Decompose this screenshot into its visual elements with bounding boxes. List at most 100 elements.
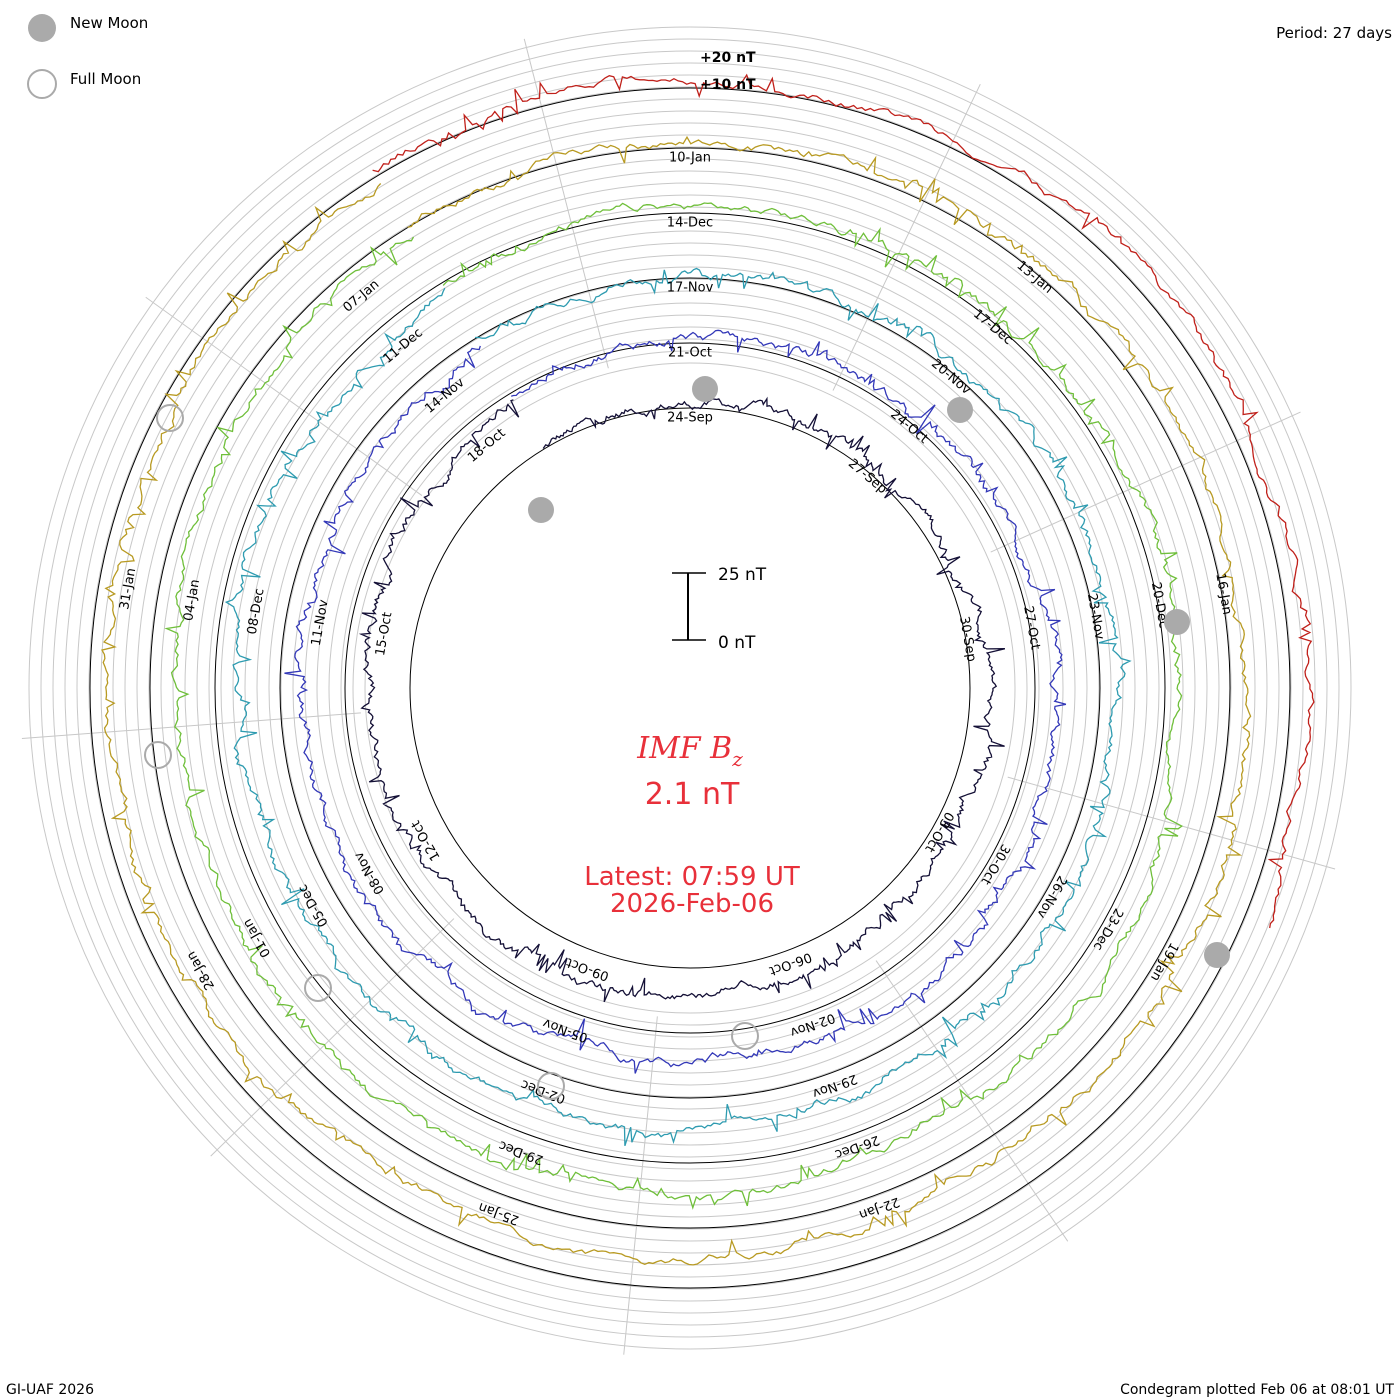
latest-date: 2026-Feb-06 <box>610 889 774 919</box>
date-label: 27-Oct <box>1020 605 1042 651</box>
series-line <box>224 267 1132 1146</box>
full-moon-marker <box>304 974 332 1002</box>
full-moon-marker <box>156 404 184 432</box>
radial-line <box>623 1016 658 1355</box>
series-line <box>372 73 1315 929</box>
grid-circle <box>28 26 1352 1350</box>
current-value: 2.1 nT <box>645 777 740 812</box>
grid-circle <box>136 134 1244 1242</box>
chart-title-main: IMF B <box>636 731 732 766</box>
date-label: 26-Dec <box>833 1132 882 1162</box>
zero-reference-circle <box>214 212 1166 1164</box>
scale-bar <box>672 572 706 641</box>
date-label: 11-Nov <box>309 598 332 647</box>
date-label: 05-Nov <box>541 1015 590 1045</box>
full-moon-marker <box>537 1072 565 1100</box>
zero-reference-circle <box>279 277 1101 1099</box>
grid-circle <box>304 302 1076 1074</box>
grid-circle <box>172 170 1208 1206</box>
radial-line <box>145 296 423 496</box>
grid-circle <box>256 254 1124 1122</box>
grid-circle <box>76 74 1304 1302</box>
full-moon-icon <box>27 69 57 99</box>
data-series <box>101 73 1315 1266</box>
radial-line <box>832 83 981 391</box>
grid-circle <box>100 98 1280 1278</box>
scale-bar-top-label: 25 nT <box>718 565 767 585</box>
new-moon-marker <box>528 497 554 523</box>
grid-circle <box>184 182 1196 1194</box>
grid-circle <box>160 158 1220 1218</box>
date-label: 23-Nov <box>1084 592 1107 641</box>
date-label: 31-Jan <box>117 567 139 611</box>
grid-circles <box>28 26 1352 1350</box>
scale-label-10: +10 nT <box>700 77 756 93</box>
full-moon-label: Full Moon <box>70 70 141 88</box>
period-label: Period: 27 days <box>1276 24 1392 42</box>
date-label: 15-Oct <box>373 611 395 657</box>
date-label: 12-Oct <box>409 818 444 864</box>
zero-reference-circle <box>89 87 1291 1289</box>
grid-circle <box>244 242 1136 1134</box>
date-label: 14-Dec <box>667 215 713 230</box>
zero-reference-circle <box>409 407 971 969</box>
zero-reference-circle <box>149 147 1231 1229</box>
grid-circle <box>352 350 1028 1026</box>
grid-circle <box>292 290 1088 1086</box>
date-label: 24-Sep <box>667 410 713 425</box>
date-label: 04-Jan <box>181 578 203 622</box>
grid-circle <box>280 278 1100 1098</box>
new-moon-marker <box>947 397 973 423</box>
date-label: 05-Dec <box>295 882 331 930</box>
new-moon-icon <box>28 14 56 42</box>
grid-circle <box>340 338 1040 1038</box>
grid-circle <box>196 194 1184 1182</box>
scale-label-20: +20 nT <box>700 50 756 66</box>
grid-circle <box>268 266 1112 1110</box>
grid-circle <box>220 218 1160 1158</box>
full-moon-marker <box>144 741 172 769</box>
series-line <box>358 396 1006 1003</box>
date-label: 06-Oct <box>767 949 814 978</box>
date-label: 14-Nov <box>422 375 468 417</box>
grid-circle <box>52 50 1328 1326</box>
new-moon-label: New Moon <box>70 14 148 32</box>
radial-grid-lines <box>21 38 1336 1355</box>
zero-reference-circle <box>344 342 1036 1034</box>
radial-line <box>523 38 609 369</box>
new-moon-marker <box>1204 942 1230 968</box>
series-line <box>284 329 1067 1074</box>
date-label: 22-Jan <box>857 1194 902 1222</box>
grid-circle <box>316 314 1064 1062</box>
radial-line <box>21 712 361 740</box>
footer-right: Condegram plotted Feb 06 at 08:01 UT <box>1120 1382 1394 1398</box>
date-label: 17-Nov <box>667 280 714 295</box>
radial-line <box>990 411 1301 553</box>
series-line <box>101 135 1252 1266</box>
latest-time: Latest: 07:59 UT <box>584 862 800 892</box>
date-label: 30-Sep <box>956 615 979 663</box>
date-label: 16-Jan <box>1212 572 1234 616</box>
series-line <box>164 202 1184 1210</box>
new-moon-marker <box>1164 609 1190 635</box>
grid-circle <box>148 146 1232 1230</box>
footer-left: GI-UAF 2026 <box>6 1382 94 1398</box>
chart-title: IMF Bz <box>636 731 743 771</box>
grid-circle <box>124 122 1256 1254</box>
reference-circles <box>89 87 1291 1289</box>
radial-line <box>875 960 1069 1242</box>
grid-circle <box>64 62 1316 1314</box>
date-label: 10-Jan <box>669 150 711 165</box>
moon-markers <box>144 376 1230 1100</box>
date-label: 28-Jan <box>184 948 218 992</box>
chart-title-subscript: z <box>731 747 743 771</box>
grid-circle <box>88 86 1292 1290</box>
date-label: 13-Jan <box>1014 258 1056 296</box>
radial-line <box>1007 776 1336 870</box>
scale-bar-bottom-label: 0 nT <box>718 633 756 653</box>
grid-circle <box>364 362 1016 1014</box>
date-label: 07-Jan <box>340 277 382 315</box>
date-label: 01-Jan <box>240 916 274 960</box>
radial-line <box>210 918 455 1157</box>
